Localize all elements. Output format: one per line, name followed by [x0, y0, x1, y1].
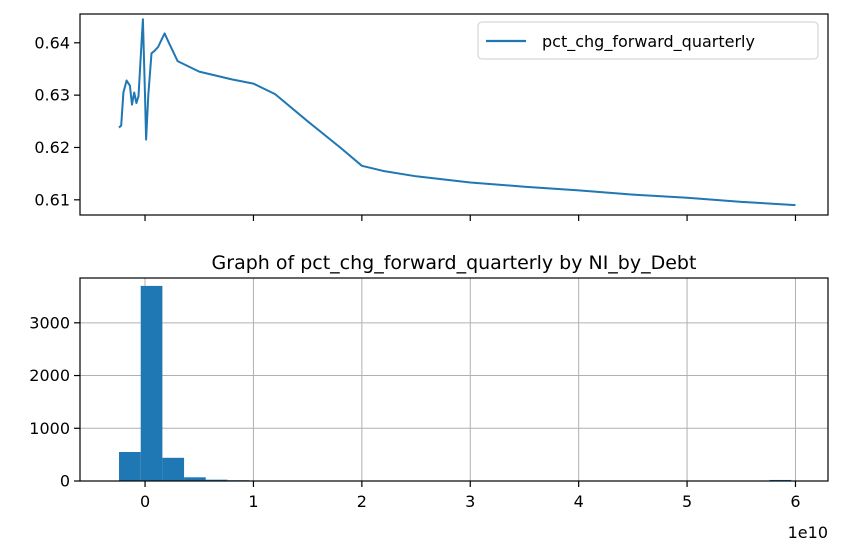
y-tick-label: 0.63: [34, 86, 70, 105]
x-tick-label: 4: [574, 492, 584, 511]
y-tick-label: 1000: [29, 419, 70, 438]
series-line: [118, 18, 796, 207]
y-tick-label: 0: [60, 472, 70, 491]
chart-title: Graph of pct_chg_forward_quarterly by NI…: [212, 252, 697, 274]
legend-label: pct_chg_forward_quarterly: [542, 32, 755, 52]
histogram-plot: Graph of pct_chg_forward_quarterly by NI…: [29, 252, 829, 542]
x-tick-label: 1: [248, 492, 258, 511]
histogram-bar: [140, 285, 163, 481]
histogram-bar: [184, 477, 206, 481]
axes-frame: [79, 277, 829, 482]
x-tick-label: 3: [465, 492, 475, 511]
line-plot: 0.61 0.62 0.63 0.64 pct_chg_forward_quarterl…: [34, 13, 829, 221]
y-tick-label: 0.61: [34, 190, 70, 209]
y-tick-label: 2000: [29, 366, 70, 385]
x-offset-label: 1e10: [788, 523, 828, 542]
axes-frame: [79, 13, 829, 216]
x-tick-label: 2: [357, 492, 367, 511]
y-tick-label: 0.62: [34, 138, 70, 157]
x-tick-label: 0: [140, 492, 150, 511]
x-tick-label: 6: [790, 492, 800, 511]
histogram-bar: [205, 479, 228, 481]
legend: pct_chg_forward_quarterly: [477, 21, 819, 60]
y-tick-label: 0.64: [34, 33, 70, 52]
histogram-bar: [119, 452, 141, 481]
x-tick-label: 5: [682, 492, 692, 511]
legend-box: [477, 21, 819, 60]
y-tick-label: 3000: [29, 313, 70, 332]
histogram-bar: [162, 457, 185, 481]
